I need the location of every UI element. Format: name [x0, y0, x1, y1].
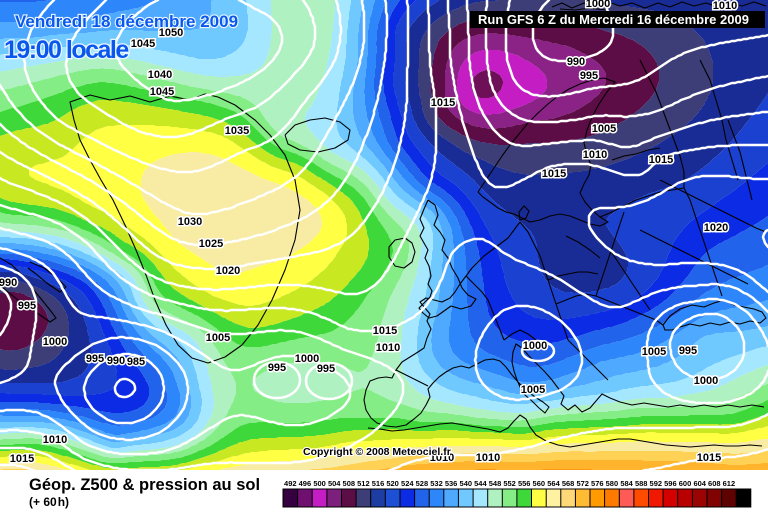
svg-text:540: 540: [460, 479, 473, 488]
svg-text:544: 544: [474, 479, 487, 488]
svg-text:528: 528: [416, 479, 429, 488]
svg-text:995: 995: [679, 345, 697, 357]
svg-text:568: 568: [562, 479, 575, 488]
svg-text:995: 995: [580, 70, 598, 82]
svg-text:985: 985: [127, 356, 145, 368]
svg-text:1040: 1040: [148, 69, 172, 81]
svg-text:1015: 1015: [697, 452, 721, 464]
svg-text:504: 504: [328, 479, 341, 488]
svg-text:500: 500: [313, 479, 326, 488]
svg-text:520: 520: [386, 479, 399, 488]
svg-text:995: 995: [86, 353, 104, 365]
svg-text:588: 588: [635, 479, 648, 488]
svg-text:1000: 1000: [523, 340, 547, 352]
svg-text:532: 532: [430, 479, 443, 488]
svg-text:608: 608: [708, 479, 721, 488]
svg-text:512: 512: [357, 479, 370, 488]
svg-text:Géop. Z500 & pression au sol: Géop. Z500 & pression au sol: [29, 476, 260, 494]
svg-text:1005: 1005: [642, 346, 666, 358]
svg-text:1005: 1005: [206, 332, 230, 344]
svg-text:Vendredi 18 décembre 2009: Vendredi 18 décembre 2009: [15, 12, 238, 31]
svg-text:1030: 1030: [178, 216, 202, 228]
svg-text:580: 580: [606, 479, 619, 488]
svg-text:1015: 1015: [373, 325, 397, 337]
svg-text:552: 552: [503, 479, 516, 488]
svg-text:592: 592: [650, 479, 663, 488]
svg-text:584: 584: [620, 479, 633, 488]
svg-text:(+ 60 h): (+ 60 h): [29, 495, 69, 509]
svg-text:990: 990: [0, 277, 17, 289]
svg-text:1000: 1000: [586, 0, 610, 10]
svg-text:564: 564: [547, 479, 560, 488]
svg-text:1045: 1045: [131, 38, 155, 50]
svg-text:548: 548: [489, 479, 502, 488]
svg-text:995: 995: [268, 362, 286, 374]
svg-text:1000: 1000: [694, 375, 718, 387]
svg-text:516: 516: [372, 479, 385, 488]
svg-text:492: 492: [284, 479, 297, 488]
svg-text:1050: 1050: [159, 27, 183, 39]
svg-text:Copyright © 2008 Meteociel.fr: Copyright © 2008 Meteociel.fr: [303, 446, 451, 458]
svg-text:1015: 1015: [649, 154, 673, 166]
svg-text:556: 556: [518, 479, 531, 488]
svg-text:19:00 locale: 19:00 locale: [4, 36, 129, 64]
svg-text:990: 990: [567, 56, 585, 68]
svg-text:1010: 1010: [430, 452, 454, 464]
svg-text:600: 600: [679, 479, 692, 488]
svg-text:524: 524: [401, 479, 414, 488]
svg-text:508: 508: [343, 479, 356, 488]
svg-text:1010: 1010: [43, 434, 67, 446]
svg-text:536: 536: [445, 479, 458, 488]
svg-text:995: 995: [18, 300, 36, 312]
svg-text:1005: 1005: [592, 123, 616, 135]
svg-text:1010: 1010: [476, 452, 500, 464]
svg-text:995: 995: [317, 363, 335, 375]
svg-text:612: 612: [723, 479, 736, 488]
svg-text:576: 576: [591, 479, 604, 488]
svg-text:1000: 1000: [295, 353, 319, 365]
svg-text:496: 496: [299, 479, 312, 488]
svg-text:1000: 1000: [43, 336, 67, 348]
svg-text:596: 596: [664, 479, 677, 488]
svg-text:1015: 1015: [542, 168, 566, 180]
svg-text:560: 560: [533, 479, 546, 488]
svg-text:572: 572: [576, 479, 589, 488]
svg-text:1035: 1035: [225, 125, 249, 137]
svg-text:1015: 1015: [10, 453, 34, 465]
svg-text:1005: 1005: [521, 384, 545, 396]
svg-text:1045: 1045: [150, 86, 174, 98]
svg-text:1015: 1015: [431, 97, 455, 109]
svg-text:604: 604: [693, 479, 706, 488]
svg-text:1010: 1010: [713, 0, 737, 12]
svg-text:1010: 1010: [376, 342, 400, 354]
svg-text:Run GFS 6 Z du Mercredi 16 déc: Run GFS 6 Z du Mercredi 16 décembre 2009: [478, 12, 749, 27]
svg-text:1025: 1025: [199, 238, 223, 250]
svg-text:1020: 1020: [216, 265, 240, 277]
svg-text:1010: 1010: [583, 149, 607, 161]
svg-text:990: 990: [107, 355, 125, 367]
svg-text:1020: 1020: [704, 222, 728, 234]
